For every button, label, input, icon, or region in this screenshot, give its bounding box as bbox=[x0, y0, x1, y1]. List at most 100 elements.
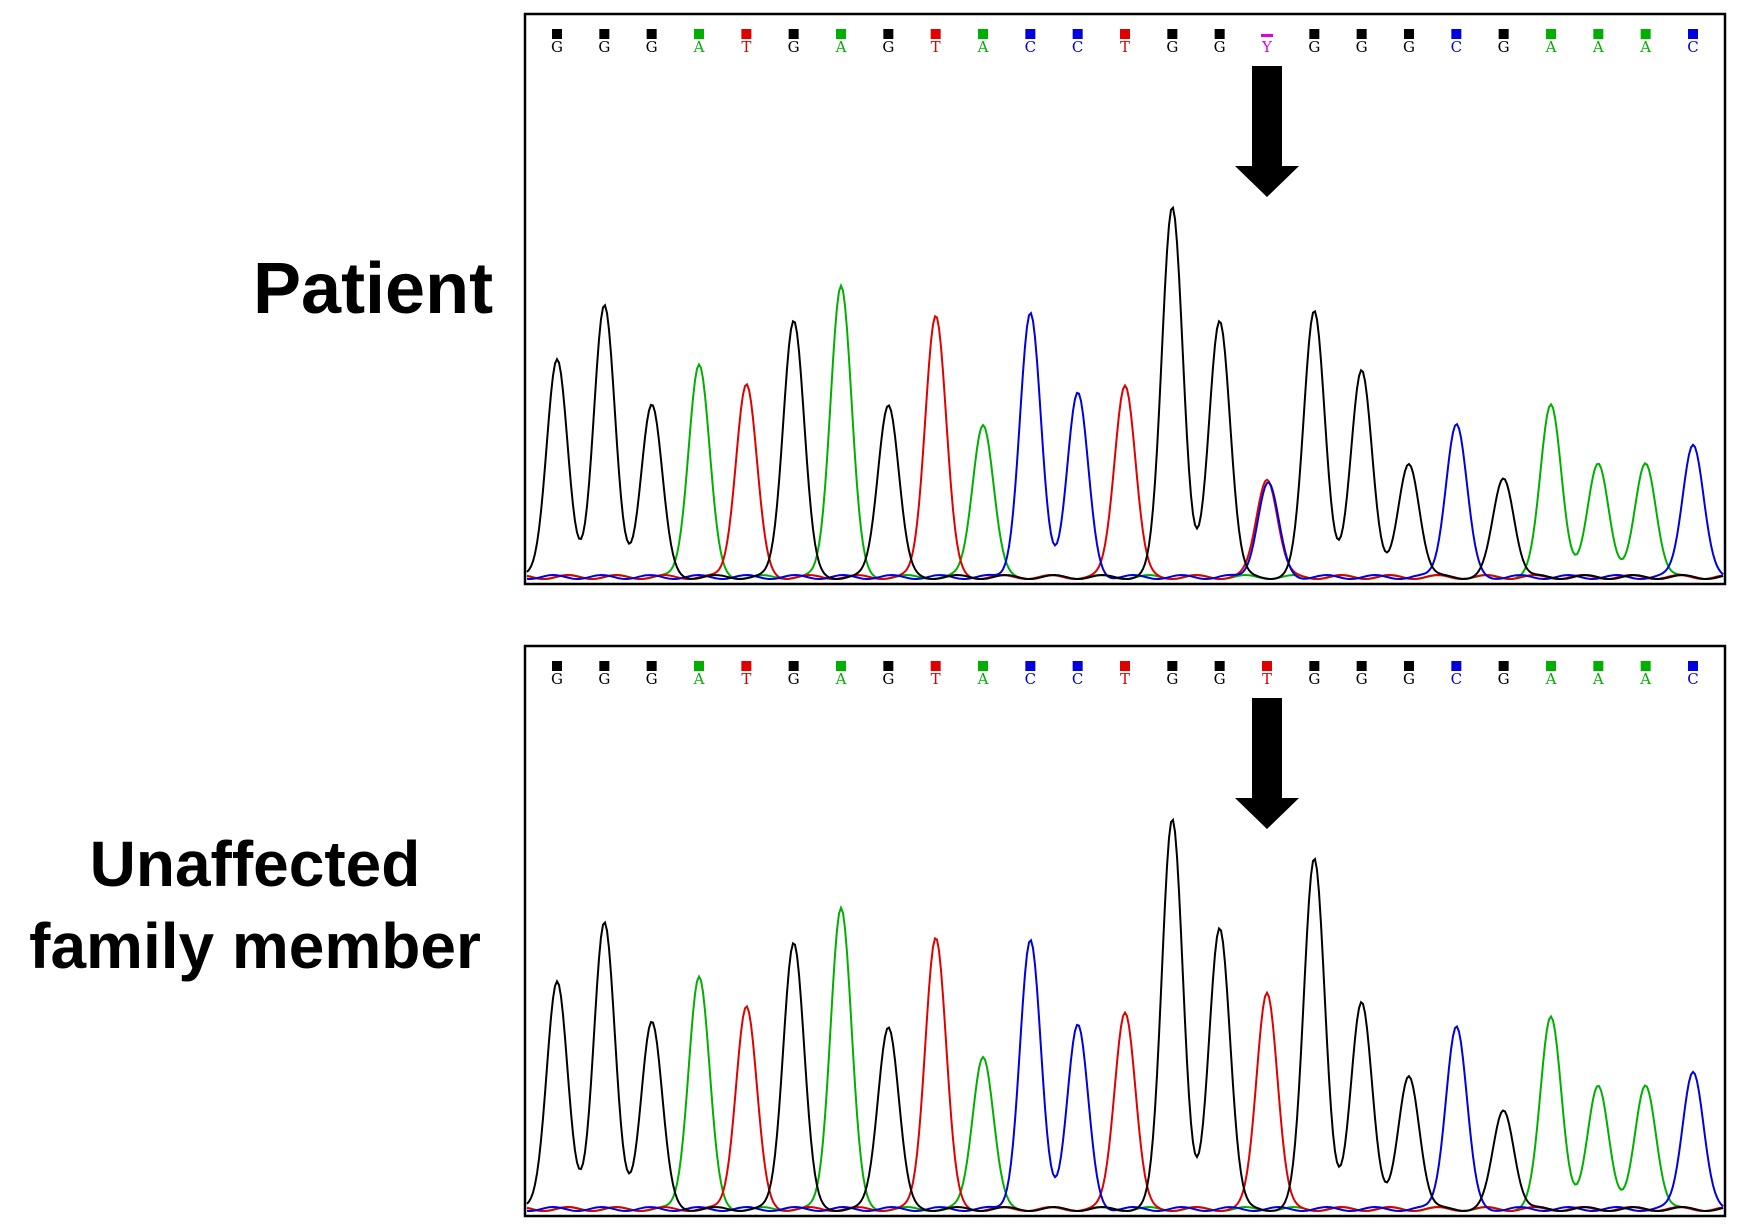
base-marker bbox=[1167, 661, 1178, 671]
base-call-label: G bbox=[882, 38, 894, 56]
base-marker bbox=[1262, 661, 1272, 671]
base-call-label: C bbox=[1451, 670, 1462, 688]
base-call-label: G bbox=[1356, 38, 1368, 56]
base-marker bbox=[978, 29, 988, 39]
trace-g bbox=[526, 817, 1724, 1213]
unaffected-label-line-2: family member bbox=[29, 910, 481, 982]
base-marker bbox=[1451, 661, 1462, 671]
base-call-label: G bbox=[1403, 38, 1415, 56]
base-call-label: C bbox=[1025, 38, 1036, 56]
patient-label-line-1: Patient bbox=[253, 249, 494, 329]
chart-frame bbox=[523, 644, 1727, 1218]
base-marker bbox=[930, 29, 941, 39]
base-call-label: A bbox=[1592, 670, 1604, 688]
base-call-label: A bbox=[1592, 38, 1604, 56]
base-marker bbox=[694, 661, 704, 671]
base-call-label: G bbox=[788, 670, 800, 688]
base-call-label: G bbox=[1166, 38, 1178, 56]
trace-c bbox=[526, 311, 1724, 580]
base-marker bbox=[1593, 661, 1604, 671]
base-marker bbox=[788, 661, 799, 671]
base-call-label: A bbox=[693, 670, 705, 688]
base-call-label: C bbox=[1072, 670, 1083, 688]
base-marker bbox=[883, 29, 894, 39]
base-marker bbox=[694, 29, 704, 39]
base-marker bbox=[1688, 661, 1698, 671]
base-marker bbox=[1309, 29, 1320, 39]
base-marker bbox=[1072, 661, 1083, 671]
base-marker bbox=[646, 29, 657, 39]
base-marker bbox=[552, 29, 562, 39]
base-marker bbox=[741, 661, 752, 671]
base-call-label: T bbox=[1120, 670, 1130, 688]
base-call-label: T bbox=[931, 670, 941, 688]
base-call-label: A bbox=[693, 38, 705, 56]
base-marker bbox=[1214, 29, 1225, 39]
base-marker bbox=[1072, 29, 1083, 39]
base-marker bbox=[1404, 29, 1414, 39]
base-marker bbox=[1688, 29, 1698, 39]
base-marker bbox=[1214, 661, 1225, 671]
base-call-label: C bbox=[1451, 38, 1462, 56]
base-call-label: G bbox=[1214, 670, 1226, 688]
base-marker bbox=[741, 29, 752, 39]
base-call-label: T bbox=[931, 38, 941, 56]
base-marker bbox=[1451, 29, 1462, 39]
trace-t bbox=[526, 936, 1724, 1213]
base-call-label: G bbox=[1356, 670, 1368, 688]
base-marker bbox=[1261, 34, 1273, 37]
base-call-label: G bbox=[788, 38, 800, 56]
base-marker bbox=[599, 661, 610, 671]
base-call-label: Y bbox=[1261, 38, 1273, 56]
base-call-label: G bbox=[646, 670, 658, 688]
base-marker bbox=[1640, 29, 1651, 39]
base-marker bbox=[1546, 661, 1556, 671]
base-marker bbox=[788, 29, 799, 39]
base-marker bbox=[1120, 661, 1130, 671]
base-marker bbox=[930, 661, 941, 671]
base-call-label: A bbox=[977, 38, 989, 56]
base-marker bbox=[1356, 661, 1367, 671]
base-call-label: A bbox=[1639, 38, 1651, 56]
variant-arrow-icon bbox=[1235, 66, 1299, 197]
base-call-label: A bbox=[1639, 670, 1651, 688]
base-call-label: G bbox=[1214, 38, 1226, 56]
trace-g bbox=[526, 205, 1724, 581]
base-marker bbox=[1593, 29, 1604, 39]
base-call-label: T bbox=[1262, 670, 1272, 688]
base-marker bbox=[599, 29, 610, 39]
base-marker bbox=[1167, 29, 1178, 39]
patient-label: Patient bbox=[253, 248, 693, 330]
base-call-label: G bbox=[551, 670, 563, 688]
base-marker bbox=[836, 29, 846, 39]
base-marker bbox=[1025, 29, 1036, 39]
trace-t bbox=[526, 314, 1724, 581]
base-marker bbox=[1025, 661, 1036, 671]
base-call-label: A bbox=[1545, 38, 1557, 56]
base-call-label: G bbox=[1498, 670, 1510, 688]
base-call-label: A bbox=[1545, 670, 1557, 688]
base-call-label: G bbox=[1403, 670, 1415, 688]
base-marker bbox=[978, 661, 988, 671]
base-call-label: A bbox=[835, 38, 847, 56]
base-marker bbox=[1546, 29, 1556, 39]
base-marker bbox=[646, 661, 657, 671]
base-marker bbox=[1404, 661, 1414, 671]
base-call-label: T bbox=[1120, 38, 1130, 56]
base-call-label: T bbox=[741, 670, 751, 688]
base-call-label: C bbox=[1025, 670, 1036, 688]
base-marker bbox=[1356, 29, 1367, 39]
base-call-label: T bbox=[741, 38, 751, 56]
base-call-label: A bbox=[977, 670, 989, 688]
unaffected-label-line-1: Unaffected bbox=[89, 828, 421, 900]
base-marker bbox=[1498, 29, 1509, 39]
base-call-label: G bbox=[551, 38, 563, 56]
base-marker bbox=[883, 661, 894, 671]
unaffected-label: Unaffected family member bbox=[0, 823, 510, 987]
base-call-label: G bbox=[646, 38, 658, 56]
base-call-label: G bbox=[1308, 670, 1320, 688]
base-call-label: G bbox=[598, 670, 610, 688]
base-call-label: C bbox=[1687, 670, 1698, 688]
